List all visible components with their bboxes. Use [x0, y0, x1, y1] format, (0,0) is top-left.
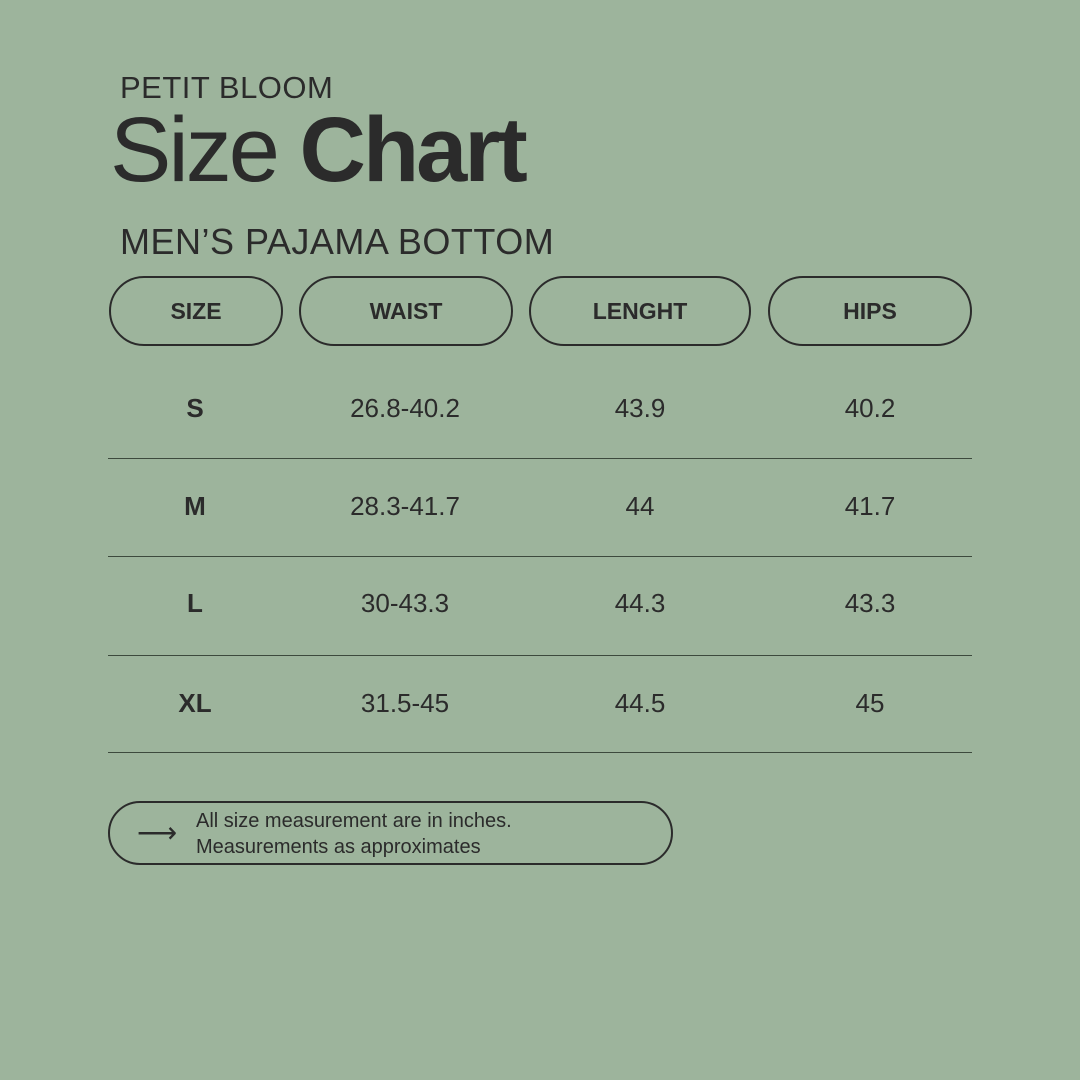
- cell-waist: 26.8-40.2: [350, 393, 460, 423]
- cell-size: M: [184, 491, 206, 521]
- note-box: [108, 801, 673, 865]
- cell-waist: 28.3-41.7: [350, 491, 460, 521]
- cell-length: 44.3: [614, 588, 666, 618]
- cell-hips: 43.3: [844, 588, 896, 618]
- column-header-waist: WAIST: [299, 276, 513, 346]
- arrow-right-icon: ⟶: [137, 817, 178, 848]
- column-header-size: SIZE: [109, 276, 283, 346]
- row-divider: [108, 655, 972, 656]
- cell-hips: 40.2: [844, 393, 896, 423]
- note-text: All size measurement are in inches. Meas…: [196, 808, 512, 860]
- cell-length: 44: [625, 491, 655, 521]
- cell-length: 43.9: [614, 393, 666, 423]
- cell-size: S: [186, 393, 204, 423]
- cell-waist: 31.5-45: [360, 688, 450, 718]
- cell-hips: 45: [855, 688, 885, 718]
- page-title: Size Chart: [110, 99, 528, 201]
- cell-size: XL: [178, 688, 212, 718]
- row-divider: [108, 556, 972, 557]
- note-line-1: All size measurement are in inches.: [196, 810, 512, 832]
- cell-length: 44.5: [614, 688, 666, 718]
- row-divider: [108, 458, 972, 459]
- cell-hips: 41.7: [844, 491, 896, 521]
- note-line-2: Measurements as approximates: [196, 836, 481, 858]
- cell-size: L: [187, 588, 203, 618]
- column-header-length: LENGHT: [529, 276, 751, 346]
- row-divider: [108, 752, 972, 753]
- cell-waist: 30-43.3: [360, 588, 450, 618]
- product-subtitle: MEN’S PAJAMA BOTTOM: [120, 221, 555, 262]
- column-header-hips: HIPS: [768, 276, 972, 346]
- title-bold: Chart: [299, 99, 528, 201]
- title-light: Size: [110, 99, 280, 201]
- brand-name: PETIT BLOOM: [120, 70, 334, 105]
